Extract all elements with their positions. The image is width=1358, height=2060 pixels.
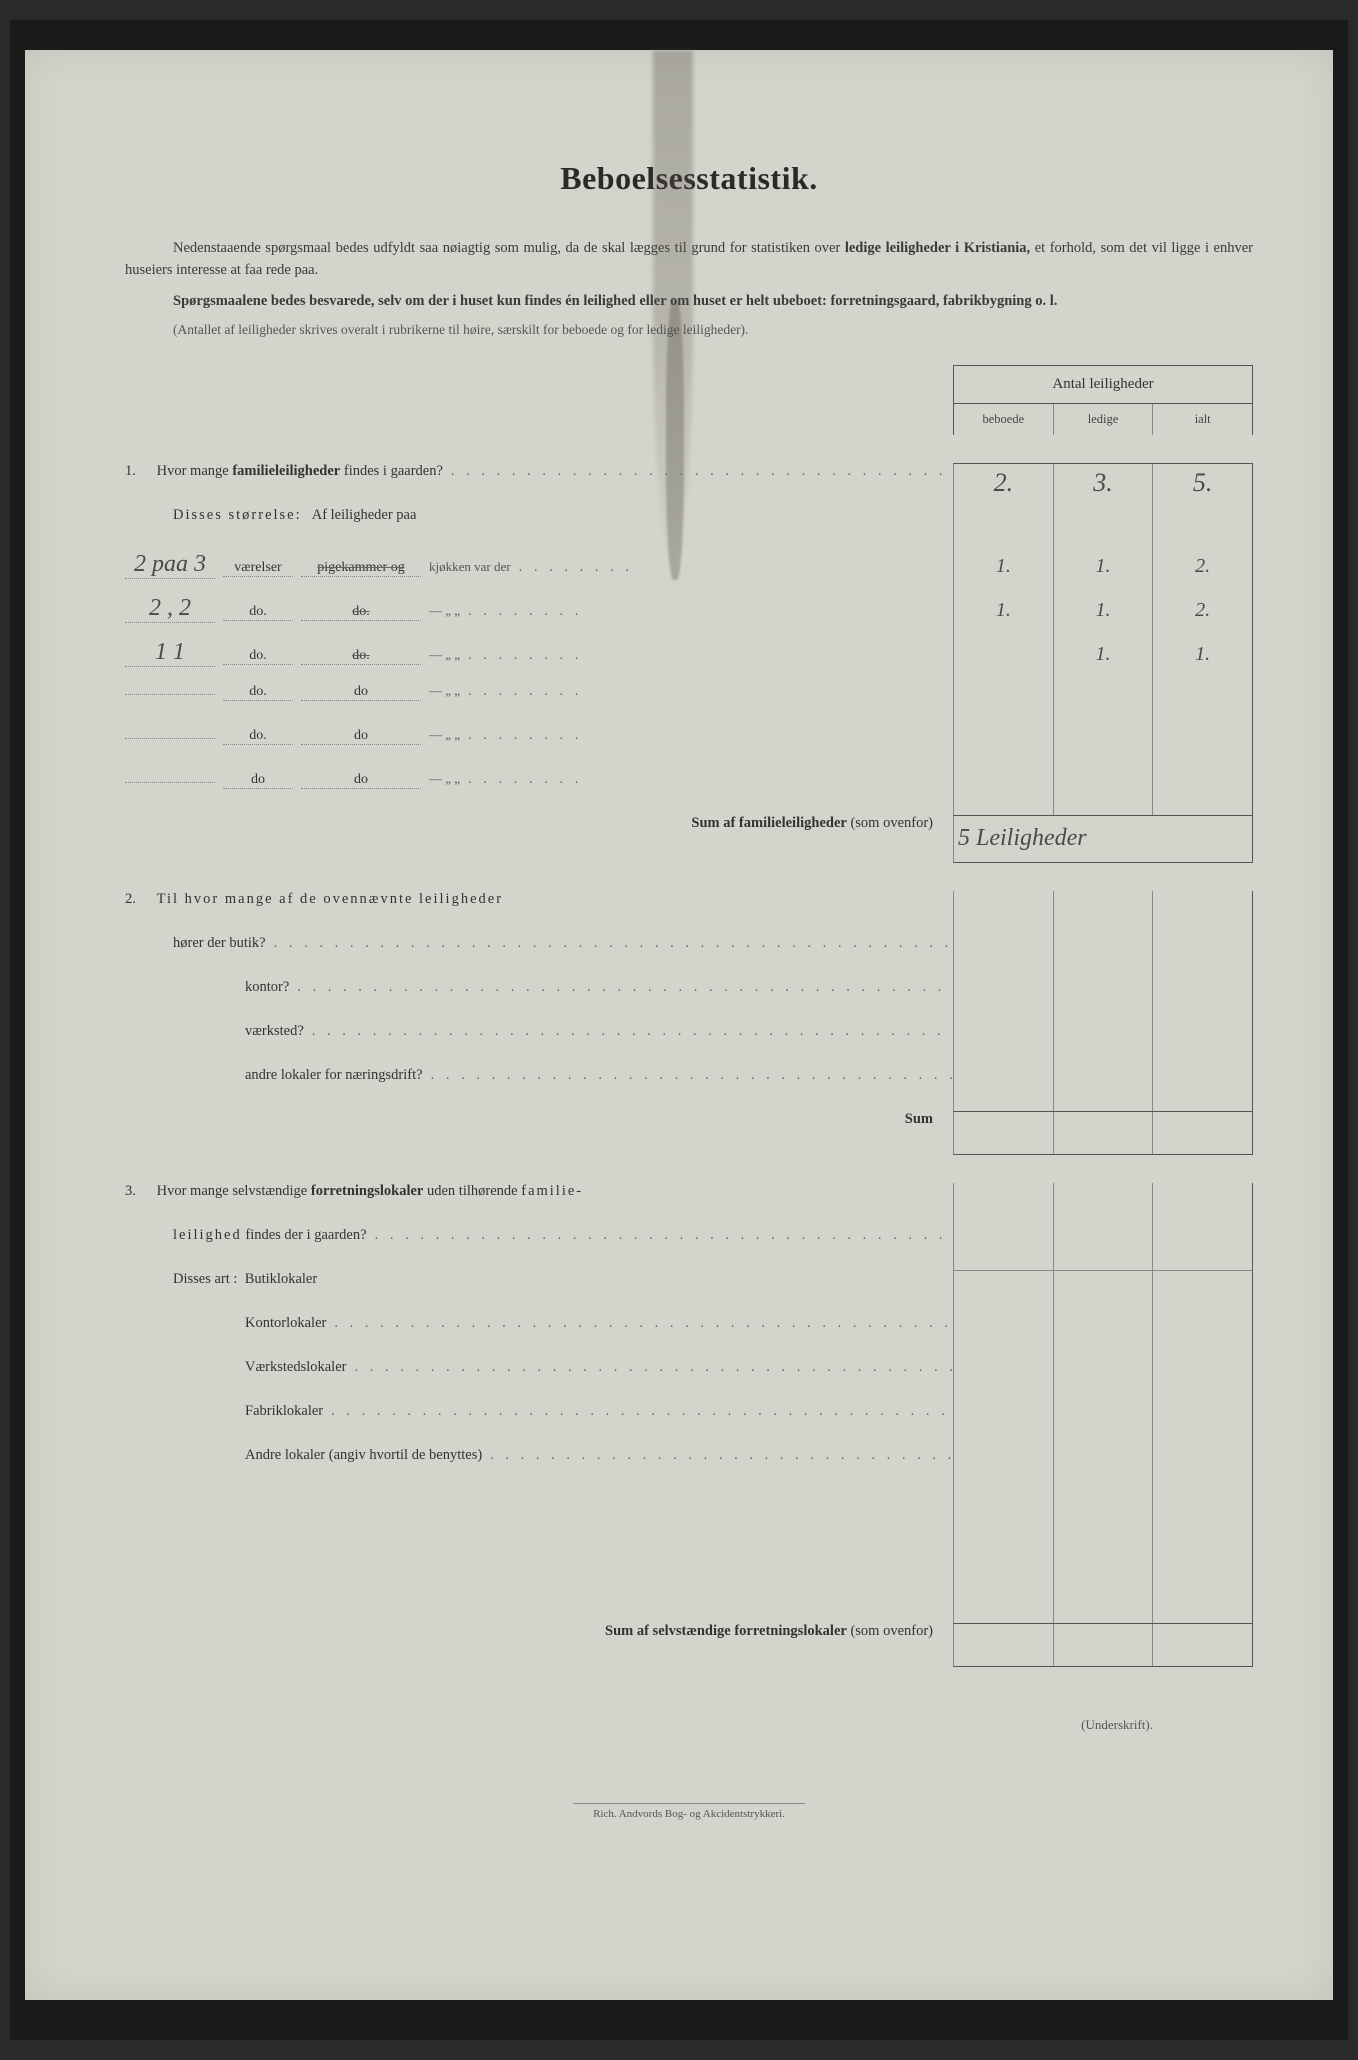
cell: 1. <box>1054 639 1154 683</box>
q2-text-a: 2. Til hvor mange af de ovennævnte leili… <box>125 891 953 908</box>
handwritten-value: 1 1 <box>125 639 215 667</box>
cell: 2. <box>1153 551 1252 595</box>
q2-line-row: værksted? <box>125 1023 1253 1067</box>
cell <box>1153 727 1252 771</box>
q2-line-row: hører der butik? <box>125 935 1253 979</box>
th-col-beboede: beboede <box>954 404 1054 435</box>
q1-row: 1. Hvor mange familieleiligheder findes … <box>125 463 1253 507</box>
cell: 1. <box>1054 551 1154 595</box>
table-header: Antal leiligheder beboede ledige ialt <box>953 365 1253 435</box>
th-col-ledige: ledige <box>1054 404 1154 435</box>
q3-row-a: 3. Hvor mange selvstændige forretningslo… <box>125 1183 1253 1227</box>
q3-sum-text: Sum af selvstændige forretningslokaler (… <box>125 1623 953 1640</box>
q1-sum-row: Sum af familieleiligheder (som ovenfor) … <box>125 815 1253 863</box>
scan-frame: Beboelsesstatistik. Nedenstaaende spørgs… <box>10 20 1348 2040</box>
cell <box>954 639 1054 683</box>
intro-1b: ledige leiligheder i Kristiania, <box>845 240 1030 256</box>
cell: 2. <box>1153 595 1252 639</box>
document-page: Beboelsesstatistik. Nedenstaaende spørgs… <box>25 50 1333 2000</box>
cell <box>1153 683 1252 727</box>
cell: 1. <box>1054 595 1154 639</box>
blank-row <box>125 1535 1253 1579</box>
cell: 1. <box>954 551 1054 595</box>
signature-label: (Underskrift). <box>125 1717 1253 1733</box>
q1-sum-text: Sum af familieleiligheder (som ovenfor) <box>125 815 953 832</box>
handwritten-value: 2 paa 3 <box>125 551 215 579</box>
th-col-ialt: ialt <box>1153 404 1252 435</box>
q1-cell-2: 5. <box>1153 464 1252 507</box>
cell <box>1153 771 1252 815</box>
q3-sub-header: Disses art : Butiklokaler <box>125 1271 1253 1315</box>
cell <box>954 771 1054 815</box>
questions: 1. Hvor mange familieleiligheder findes … <box>125 365 1253 1667</box>
q3-row-b: leilighed findes der i gaarden? <box>125 1227 1253 1271</box>
q1-cell-0: 2. <box>954 464 1054 507</box>
q1-cell-1: 3. <box>1054 464 1154 507</box>
q1-detail-row: 2 paa 3 værelser pigekammer og kjøkken v… <box>125 551 1253 595</box>
q1-sum-handwriting: 5 Leiligheder <box>954 825 1087 852</box>
q1-sub-header: Disses størrelse: Af leiligheder paa <box>125 507 1253 551</box>
q3-text-a: 3. Hvor mange selvstændige forretningslo… <box>125 1183 953 1200</box>
cell <box>1054 771 1154 815</box>
q1-detail-row: do do — „ „ . . . . . . . . <box>125 771 1253 815</box>
q1-text: 1. Hvor mange familieleiligheder findes … <box>125 463 953 480</box>
th-cols: beboede ledige ialt <box>954 404 1252 435</box>
q3-text-b: leilighed findes der i gaarden? <box>125 1227 953 1244</box>
q3-line-row: Værkstedslokaler <box>125 1359 1253 1403</box>
q1-detail-row: do. do — „ „ . . . . . . . . <box>125 683 1253 727</box>
q1-detail-row: do. do — „ „ . . . . . . . . <box>125 727 1253 771</box>
q1-sub-cells <box>953 507 1253 551</box>
printer-footer: Rich. Andvords Bog- og Akcidentstrykkeri… <box>573 1803 805 1820</box>
q1-cells: 2. 3. 5. <box>953 463 1253 507</box>
q2-line-row: andre lokaler for næringsdrift? <box>125 1067 1253 1111</box>
blank-row <box>125 1491 1253 1535</box>
cell: 1. <box>954 595 1054 639</box>
q2-row-a: 2. Til hvor mange af de ovennævnte leili… <box>125 891 1253 935</box>
q1-sub-text: Disses størrelse: Af leiligheder paa <box>125 507 953 524</box>
intro-2a: Spørgsmaalene bedes besvarede, selv om d… <box>173 293 1057 309</box>
q2-line-row: kontor? <box>125 979 1253 1023</box>
cell <box>1054 727 1154 771</box>
handwritten-value <box>125 738 215 739</box>
q3-line-row: Andre lokaler (angiv hvortil de benyttes… <box>125 1447 1253 1491</box>
handwritten-value <box>125 782 215 783</box>
q1-sum-cells: 5 Leiligheder <box>953 815 1253 863</box>
handwritten-value: 2 , 2 <box>125 595 215 623</box>
form-area: Antal leiligheder beboede ledige ialt 1.… <box>125 365 1253 1667</box>
intro-1a: Nedenstaaende spørgsmaal bedes udfyldt s… <box>173 240 845 256</box>
q2-sum-row: Sum <box>125 1111 1253 1155</box>
blank-row <box>125 1579 1253 1623</box>
handwritten-value <box>125 694 215 695</box>
cell <box>1054 683 1154 727</box>
cell <box>954 727 1054 771</box>
q3-line-row: Fabriklokaler <box>125 1403 1253 1447</box>
cell <box>954 683 1054 727</box>
q3-line-row: Kontorlokaler <box>125 1315 1253 1359</box>
q1-detail-row: 2 , 2 do. do. — „ „ . . . . . . . . 1. 1… <box>125 595 1253 639</box>
th-main: Antal leiligheder <box>954 366 1252 404</box>
cell: 1. <box>1153 639 1252 683</box>
q1-detail-row: 1 1 do. do. — „ „ . . . . . . . . 1. 1. <box>125 639 1253 683</box>
q2-sum-text: Sum <box>125 1111 953 1128</box>
q3-sum-row: Sum af selvstændige forretningslokaler (… <box>125 1623 1253 1667</box>
